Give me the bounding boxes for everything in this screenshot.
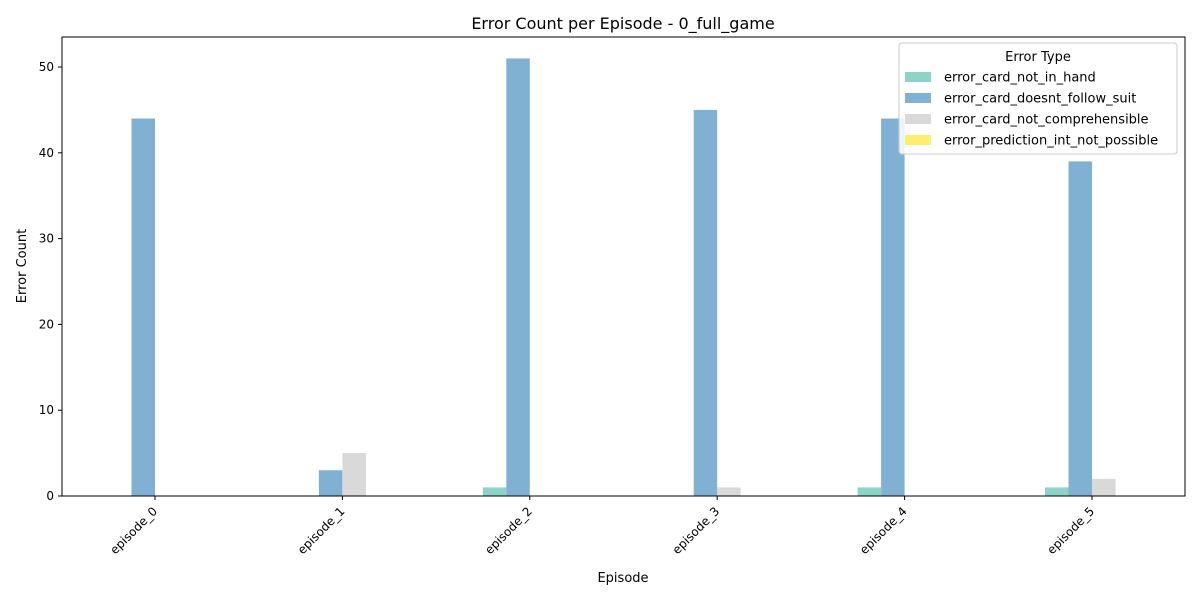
plot-frame	[61, 36, 1186, 497]
legend-swatch-error_prediction_int_not_possible	[905, 135, 931, 145]
legend-swatch-error_card_not_in_hand	[905, 72, 931, 82]
y-tick-label: 40	[39, 146, 54, 160]
bar-error_card_doesnt_follow_suit-episode_4	[881, 118, 905, 496]
y-tick-label: 20	[39, 317, 54, 331]
bar-error_card_doesnt_follow_suit-episode_0	[131, 118, 155, 496]
chart-title: Error Count per Episode - 0_full_game	[471, 14, 774, 34]
bar-error_card_doesnt_follow_suit-episode_1	[318, 470, 343, 496]
bars-group	[131, 58, 1116, 497]
bar-error_card_not_comprehensible-episode_3	[717, 487, 741, 496]
bar-error_card_not_in_hand-episode_4	[857, 487, 882, 496]
x-axis: episode_0 episode_1 episode_2 episode_3 epis…	[107, 496, 1097, 557]
bar-error_card_not_in_hand-episode_2	[482, 487, 507, 496]
legend-items: error_card_not_in_hand error_card_doesnt_…	[905, 71, 1158, 149]
bar-error_card_doesnt_follow_suit-episode_5	[1068, 161, 1092, 496]
legend-title: Error Type	[1005, 50, 1071, 65]
x-tick-label: episode_5	[1044, 504, 1097, 557]
y-tick-label: 10	[39, 403, 54, 417]
y-tick-label: 0	[46, 489, 54, 503]
x-tick-label: episode_1	[295, 504, 348, 557]
legend-label-error_card_doesnt_follow_suit: error_card_doesnt_follow_suit	[944, 92, 1136, 107]
x-tick-label: episode_0	[107, 504, 160, 557]
x-tick-label: episode_2	[482, 504, 535, 557]
legend-swatch-error_card_doesnt_follow_suit	[905, 93, 931, 103]
bar-error_card_doesnt_follow_suit-episode_2	[506, 58, 530, 496]
legend-frame	[898, 42, 1178, 155]
bar-error_card_not_comprehensible-episode_5	[1092, 478, 1116, 496]
x-tick-label: episode_4	[857, 504, 910, 557]
legend-swatch-error_card_not_comprehensible	[905, 114, 931, 124]
y-axis-label: Error Count	[15, 229, 30, 303]
y-axis: 0 10 20 30 40 50	[39, 60, 62, 503]
legend: Error Type error_card_not_in_handerror_c…	[898, 42, 1178, 155]
bar-error_card_doesnt_follow_suit-episode_3	[693, 109, 718, 497]
legend-label-error_card_not_comprehensible: error_card_not_comprehensible	[944, 113, 1149, 128]
bar-error_card_not_comprehensible-episode_1	[342, 453, 366, 496]
y-tick-label: 30	[39, 232, 54, 246]
legend-label-error_card_not_in_hand: error_card_not_in_hand	[944, 71, 1096, 86]
y-tick-label: 50	[39, 60, 54, 74]
x-tick-label: episode_3	[670, 504, 723, 557]
x-axis-label: Episode	[597, 571, 648, 586]
bar-error_card_not_in_hand-episode_5	[1045, 487, 1069, 496]
legend-label-error_prediction_int_not_possible: error_prediction_int_not_possible	[944, 134, 1158, 149]
